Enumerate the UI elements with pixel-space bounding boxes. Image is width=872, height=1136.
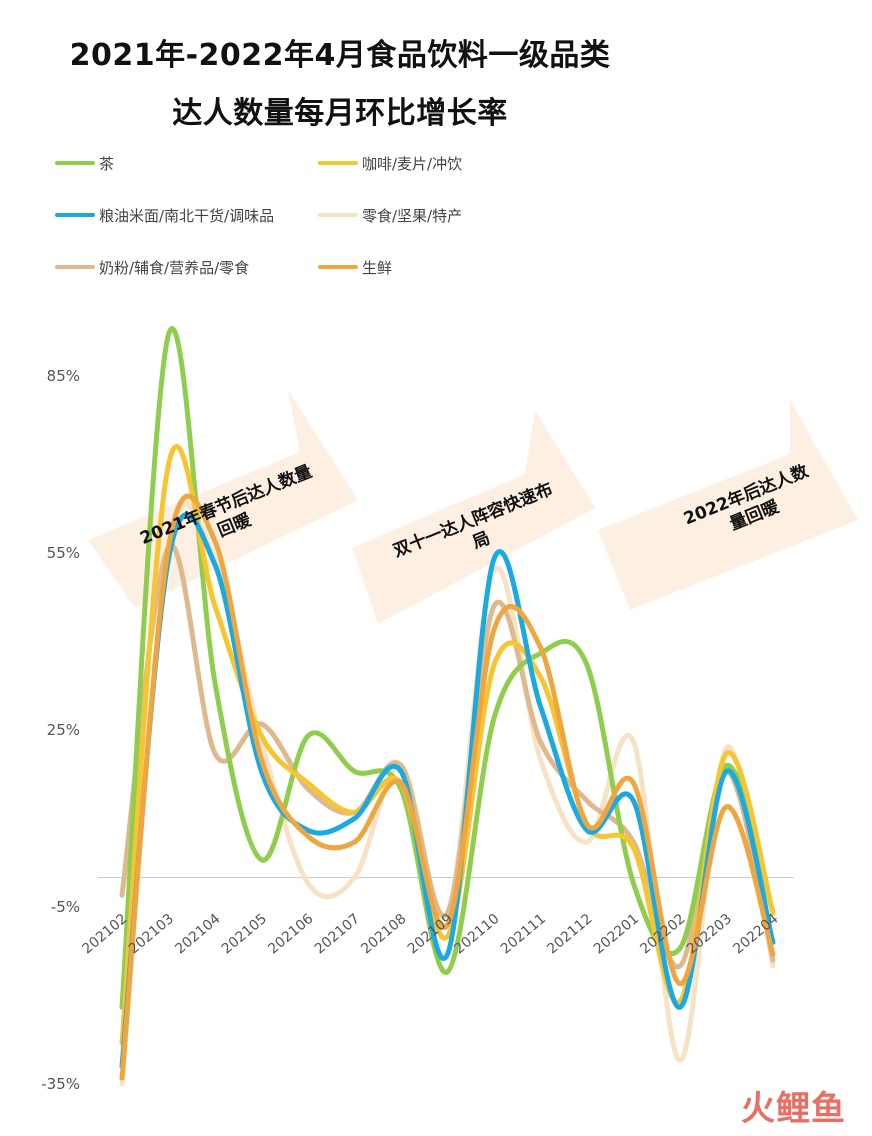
- legend-label: 奶粉/辅食/营养品/零食: [99, 258, 250, 277]
- arrow-shape: [352, 410, 595, 624]
- y-tick-label: 25%: [47, 721, 80, 739]
- y-tick-label: 55%: [47, 544, 80, 562]
- legend-label: 粮油米面/南北干货/调味品: [99, 206, 275, 225]
- legend-item: 生鲜: [318, 256, 392, 278]
- x-tick-label: 202112: [544, 911, 595, 958]
- x-tick-label: 202104: [172, 911, 223, 958]
- legend-item: 粮油米面/南北干货/调味品: [55, 204, 274, 226]
- legend-swatch: [318, 213, 358, 217]
- y-tick-label: 85%: [47, 367, 80, 385]
- y-tick-label: -35%: [41, 1075, 80, 1093]
- x-tick-label: 202106: [265, 911, 316, 958]
- legend-swatch: [55, 265, 95, 269]
- legend-item: 零食/坚果/特产: [318, 204, 462, 226]
- legend-label: 茶: [99, 154, 115, 173]
- x-tick-label: 202107: [312, 911, 363, 958]
- arrow-shape: [598, 400, 858, 610]
- series-line: [119, 542, 776, 970]
- legend-label: 咖啡/麦片/冲饮: [362, 154, 463, 173]
- legend-label: 零食/坚果/特产: [362, 206, 463, 225]
- legend-item: 奶粉/辅食/营养品/零食: [55, 256, 249, 278]
- watermark-logo: 火鲤鱼: [741, 1089, 846, 1129]
- chart-title-line1: 2021年-2022年4月食品饮料一级品类: [69, 38, 611, 73]
- series-line: [119, 493, 776, 1081]
- annotation-text-line2: 局: [470, 528, 493, 553]
- series-line: [119, 512, 776, 1069]
- annotation-arrow: [598, 400, 858, 610]
- annotation-arrow: [352, 410, 595, 624]
- y-tick-label: -5%: [51, 898, 80, 916]
- legend-swatch: [318, 265, 358, 269]
- legend-swatch: [55, 161, 95, 165]
- series-line: [119, 444, 776, 1046]
- chart-title-line2: 达人数量每月环比增长率: [172, 96, 508, 131]
- x-tick-label: 202108: [358, 911, 409, 958]
- x-tick-label: 202111: [498, 911, 549, 958]
- x-tick-label: 202102: [79, 911, 130, 958]
- legend-item: 咖啡/麦片/冲饮: [318, 152, 462, 174]
- legend-swatch: [55, 213, 95, 217]
- legend-label: 生鲜: [362, 258, 393, 277]
- legend-item: 茶: [55, 152, 114, 174]
- x-tick-label: 202105: [219, 911, 270, 958]
- legend-swatch: [318, 161, 358, 165]
- x-tick-label: 202201: [591, 911, 642, 958]
